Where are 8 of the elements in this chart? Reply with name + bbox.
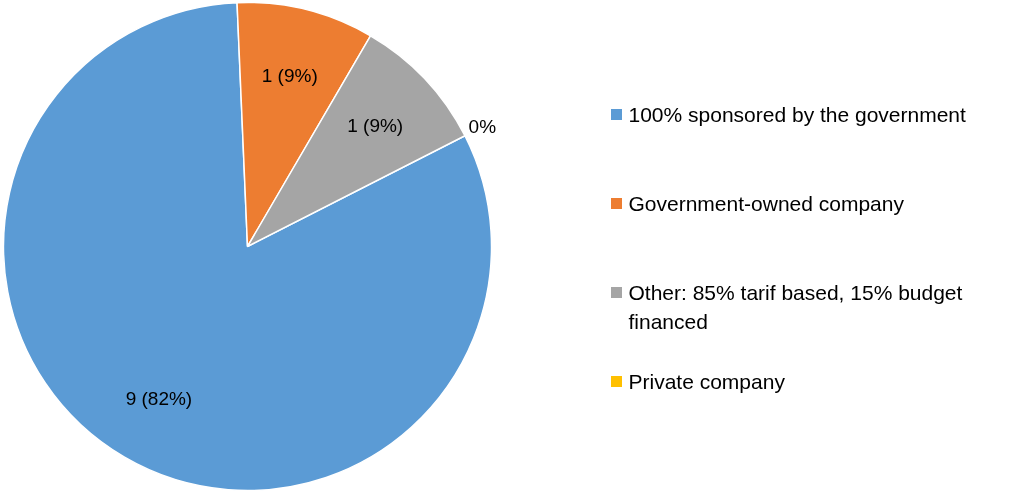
data-label: 9 (82%) — [125, 387, 193, 409]
legend-label: Other: 85% tarif based, 15% budget financed — [628, 280, 963, 334]
data-label: 1 (9%) — [347, 115, 404, 137]
data-label: 1 (9%) — [261, 65, 318, 87]
legend-label: Government-owned company — [628, 192, 905, 215]
legend-label: 100% sponsored by the government — [628, 103, 967, 126]
legend-label: Private company — [628, 370, 786, 393]
text: 0% — [468, 116, 497, 138]
